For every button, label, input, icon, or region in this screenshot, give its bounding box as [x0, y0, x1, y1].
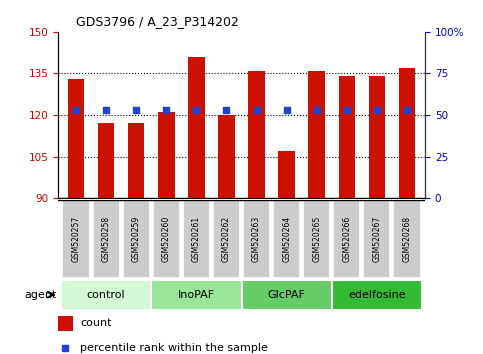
Point: [313, 107, 321, 112]
FancyBboxPatch shape: [273, 200, 300, 278]
Text: InoPAF: InoPAF: [178, 290, 215, 300]
FancyBboxPatch shape: [363, 200, 390, 278]
FancyBboxPatch shape: [153, 200, 180, 278]
Point: [72, 107, 80, 112]
Point: [343, 107, 351, 112]
Bar: [58, 316, 72, 331]
Bar: [248, 71, 265, 198]
Bar: [278, 151, 295, 198]
Point: [253, 107, 260, 112]
FancyBboxPatch shape: [93, 200, 120, 278]
Text: GSM520265: GSM520265: [312, 216, 321, 262]
Point: [162, 107, 170, 112]
Bar: [369, 76, 385, 198]
Text: GSM520258: GSM520258: [101, 216, 111, 262]
Point: [223, 107, 230, 112]
Point: [193, 107, 200, 112]
Bar: [68, 79, 85, 198]
FancyBboxPatch shape: [242, 280, 332, 310]
Text: edelfosine: edelfosine: [348, 290, 406, 300]
FancyBboxPatch shape: [151, 280, 242, 310]
Bar: [158, 112, 174, 198]
Point: [132, 107, 140, 112]
Text: GSM520261: GSM520261: [192, 216, 201, 262]
Bar: [128, 124, 144, 198]
Text: percentile rank within the sample: percentile rank within the sample: [80, 343, 268, 353]
FancyBboxPatch shape: [303, 200, 330, 278]
Text: GlcPAF: GlcPAF: [268, 290, 306, 300]
Text: GSM520264: GSM520264: [282, 216, 291, 262]
FancyBboxPatch shape: [394, 200, 421, 278]
Point: [373, 107, 381, 112]
Text: GSM520267: GSM520267: [372, 216, 382, 262]
FancyBboxPatch shape: [333, 200, 360, 278]
Text: GSM520260: GSM520260: [162, 216, 171, 262]
Text: GSM520262: GSM520262: [222, 216, 231, 262]
Point: [102, 107, 110, 112]
FancyBboxPatch shape: [123, 200, 150, 278]
Bar: [339, 76, 355, 198]
Text: GSM520268: GSM520268: [402, 216, 412, 262]
Text: GSM520257: GSM520257: [71, 216, 81, 262]
Text: GDS3796 / A_23_P314202: GDS3796 / A_23_P314202: [76, 15, 239, 28]
FancyBboxPatch shape: [332, 280, 422, 310]
Text: control: control: [87, 290, 126, 300]
FancyBboxPatch shape: [243, 200, 270, 278]
Point: [283, 107, 290, 112]
Bar: [398, 68, 415, 198]
Bar: [98, 124, 114, 198]
Text: GSM520266: GSM520266: [342, 216, 351, 262]
FancyBboxPatch shape: [61, 280, 151, 310]
Bar: [309, 71, 325, 198]
Text: count: count: [80, 319, 112, 329]
FancyBboxPatch shape: [183, 200, 210, 278]
Point: [61, 346, 69, 351]
Bar: [188, 57, 205, 198]
Text: GSM520259: GSM520259: [132, 216, 141, 262]
Text: agent: agent: [25, 290, 57, 300]
Bar: [218, 115, 235, 198]
Point: [403, 107, 411, 112]
FancyBboxPatch shape: [62, 200, 89, 278]
FancyBboxPatch shape: [213, 200, 240, 278]
Text: GSM520263: GSM520263: [252, 216, 261, 262]
